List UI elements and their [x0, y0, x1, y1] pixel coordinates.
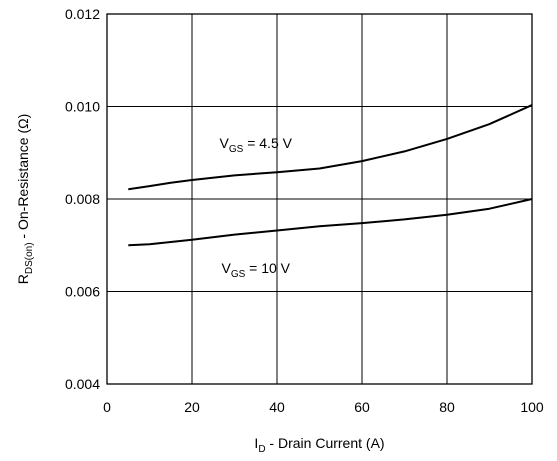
y-axis-label: RDS(on) - On-Resistance (Ω) [15, 114, 35, 285]
series-label-1: VGS = 4.5 V [220, 135, 293, 155]
x-tick-label: 60 [354, 399, 370, 415]
x-tick-label: 40 [269, 399, 285, 415]
series-label-2: VGS = 10 V [221, 260, 290, 280]
x-tick-label: 0 [103, 399, 111, 415]
x-tick-label: 20 [184, 399, 200, 415]
series-labels: VGS = 4.5 V VGS = 10 V [220, 135, 293, 280]
x-tick-label: 100 [520, 399, 544, 415]
x-tick-labels: 0 20 40 60 80 100 [103, 399, 544, 415]
y-tick-label: 0.012 [65, 6, 100, 22]
x-axis-label: ID - Drain Current (A) [254, 435, 384, 455]
series-group [128, 104, 533, 247]
y-tick-label: 0.008 [65, 191, 100, 207]
x-tick-label: 80 [439, 399, 455, 415]
y-tick-label: 0.006 [65, 284, 100, 300]
y-tick-label: 0.004 [65, 376, 100, 392]
series-line-2 [128, 198, 533, 247]
y-tick-labels: 0.004 0.006 0.008 0.010 0.012 [65, 6, 100, 392]
series-line-1 [128, 104, 533, 191]
y-tick-label: 0.010 [65, 99, 100, 115]
grid-lines [106, 13, 533, 385]
